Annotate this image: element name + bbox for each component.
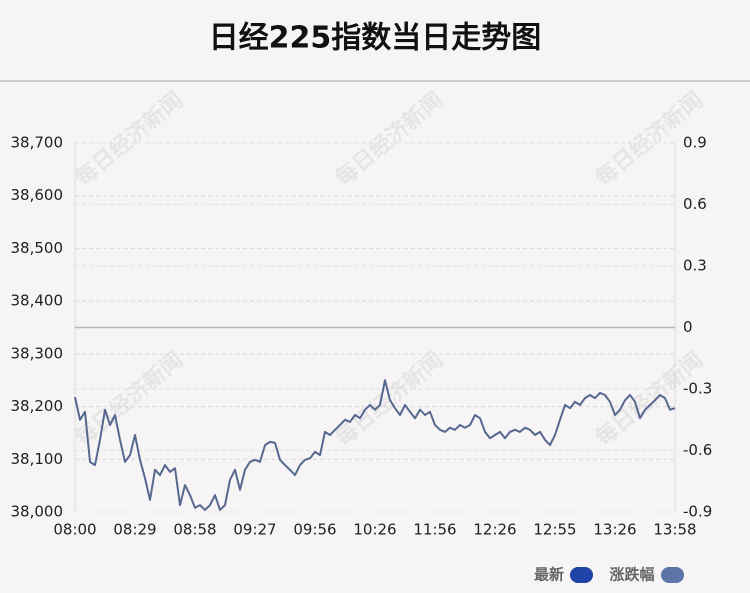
x-tick-label: 10:26 bbox=[353, 521, 396, 539]
price-line bbox=[74, 379, 676, 511]
y2-tick-label: 0 bbox=[683, 318, 693, 336]
y-tick-label: 38,000 bbox=[11, 503, 64, 521]
y2-tick-label: 0.3 bbox=[683, 257, 707, 275]
watermark: 每日经济新闻 bbox=[70, 87, 188, 192]
legend-label: 最新 bbox=[534, 566, 564, 584]
x-tick-label: 11:56 bbox=[413, 521, 456, 539]
legend-swatch bbox=[570, 567, 593, 583]
y2-tick-label: 0.6 bbox=[683, 195, 707, 213]
legend-label: 涨跌幅 bbox=[609, 566, 654, 584]
legend-swatch bbox=[661, 567, 684, 583]
x-tick-label: 13:58 bbox=[653, 521, 696, 539]
y-tick-label: 38,600 bbox=[11, 186, 64, 204]
y2-tick-label: -0.3 bbox=[683, 380, 712, 398]
y-tick-label: 38,100 bbox=[11, 450, 64, 468]
x-tick-label: 08:00 bbox=[53, 521, 96, 539]
x-tick-label: 09:56 bbox=[293, 521, 336, 539]
x-tick-label: 12:26 bbox=[473, 521, 516, 539]
x-tick-label: 08:58 bbox=[173, 521, 216, 539]
x-tick-label: 12:55 bbox=[533, 521, 576, 539]
watermark: 每日经济新闻 bbox=[330, 87, 448, 192]
y-tick-label: 38,700 bbox=[11, 134, 64, 152]
x-tick-label: 08:29 bbox=[113, 521, 156, 539]
x-tick-label: 09:27 bbox=[233, 521, 276, 539]
x-tick-label: 13:26 bbox=[593, 521, 636, 539]
y-tick-label: 38,500 bbox=[11, 239, 64, 257]
chart-title: 日经225指数当日走势图 bbox=[209, 21, 542, 56]
y2-tick-label: -0.9 bbox=[683, 503, 712, 521]
y-tick-label: 38,200 bbox=[11, 397, 64, 415]
y-tick-label: 38,400 bbox=[11, 292, 64, 310]
y-tick-label: 38,300 bbox=[11, 344, 64, 362]
y2-tick-label: 0.9 bbox=[683, 134, 707, 152]
y2-tick-label: -0.6 bbox=[683, 441, 712, 459]
